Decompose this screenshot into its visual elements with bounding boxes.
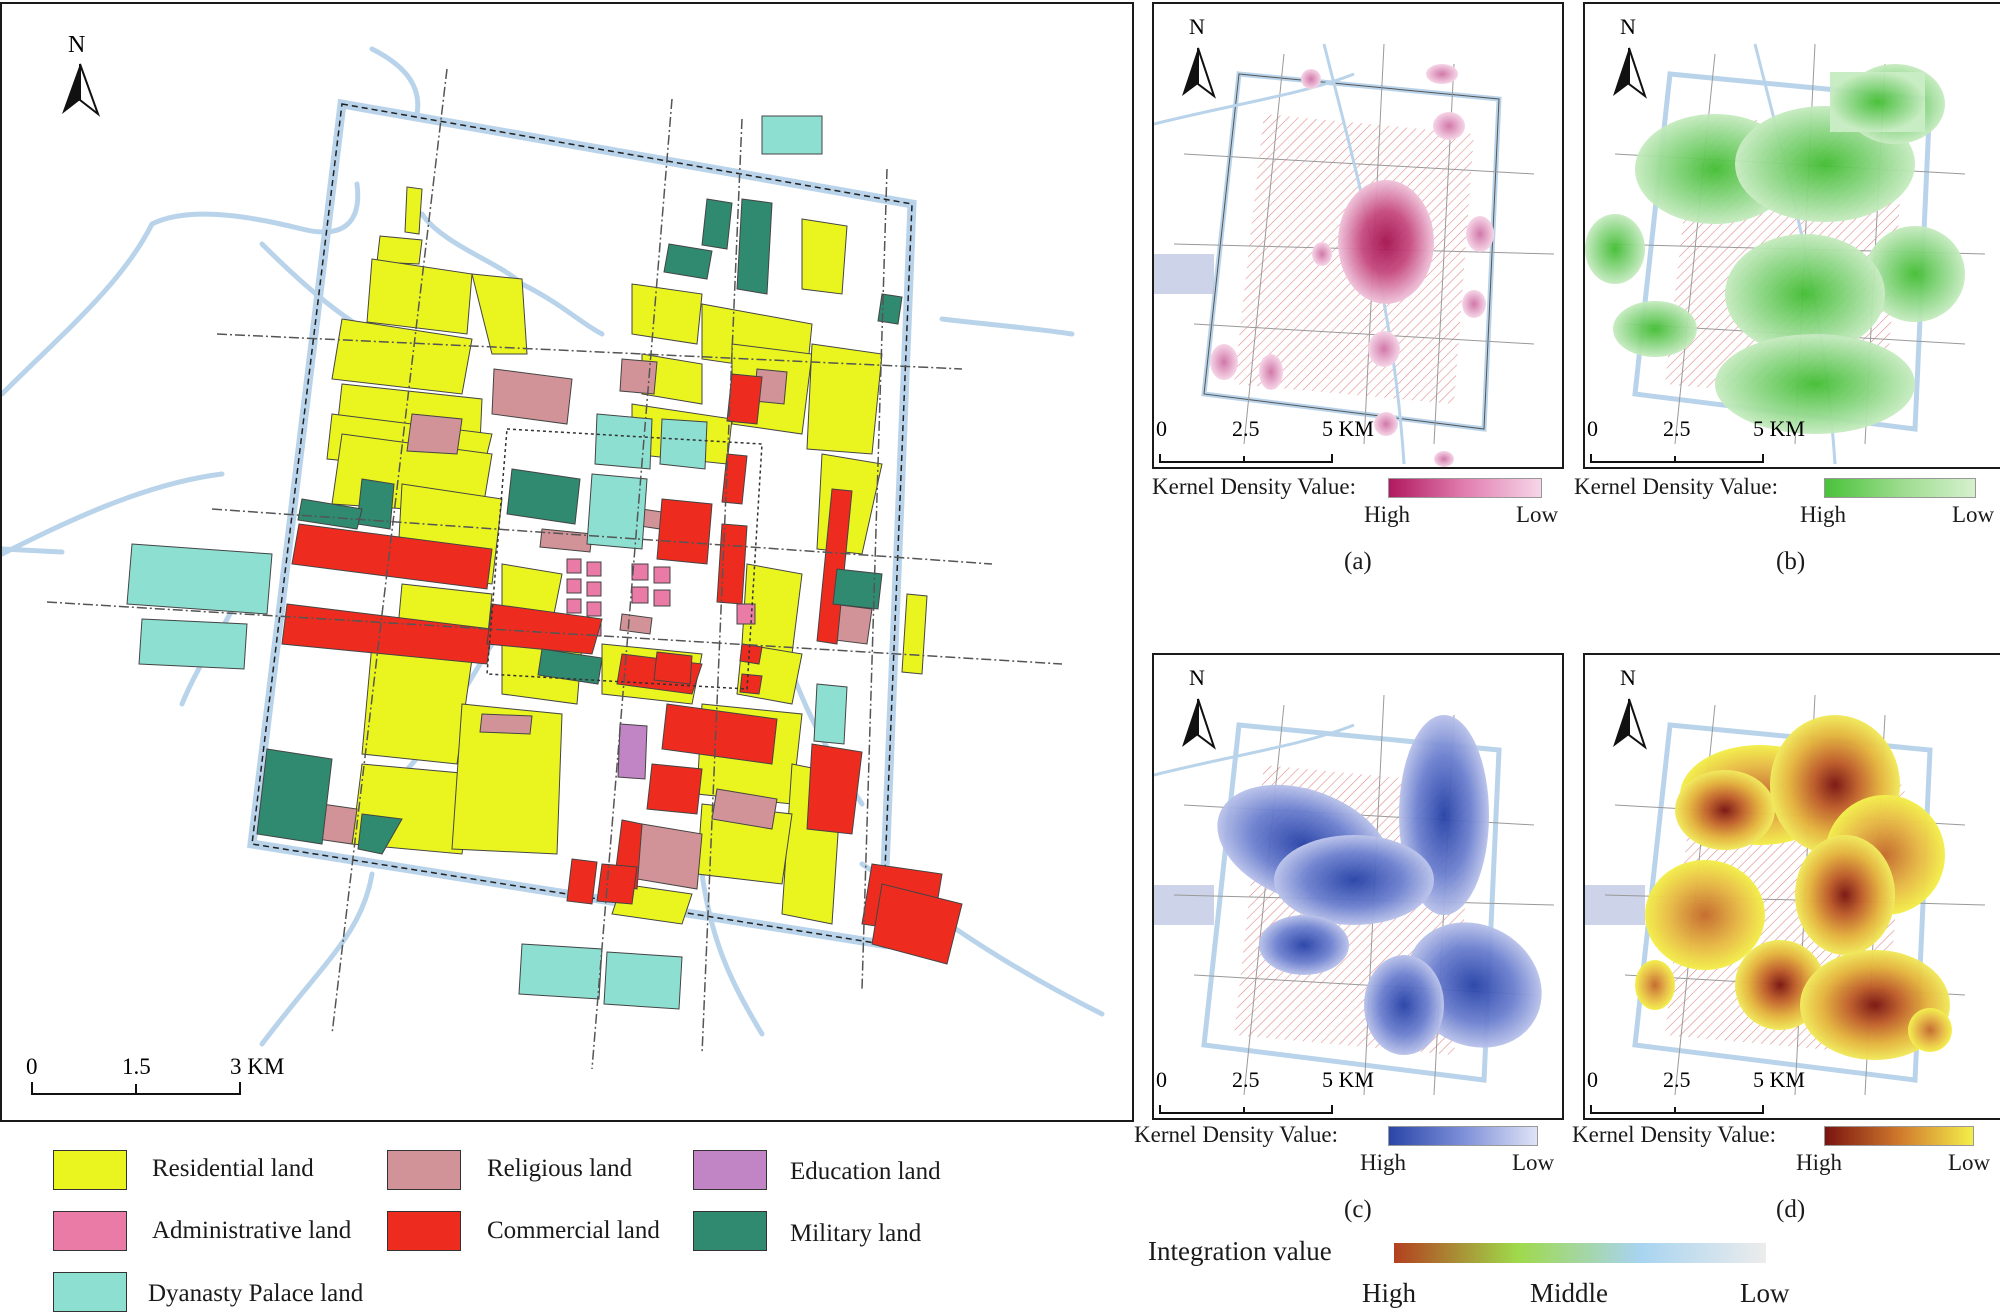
legend-swatch-military — [693, 1211, 767, 1251]
scale-tick-1: 1.5 — [122, 1054, 151, 1079]
panel-b-scale-2: 5 KM — [1753, 416, 1805, 441]
panel-d-low: Low — [1948, 1150, 1991, 1175]
panel-b-low: Low — [1952, 502, 1995, 527]
panel-a-scale-1: 2.5 — [1232, 416, 1260, 441]
panel-d-scale-1: 2.5 — [1663, 1067, 1691, 1092]
legend-swatch-palace — [53, 1272, 127, 1312]
legend-label-palace: Dyanasty Palace land — [148, 1280, 364, 1307]
panel-a-kd-title: Kernel Density Value: — [1152, 474, 1356, 499]
panel-b-kd-title: Kernel Density Value: — [1574, 474, 1778, 499]
streets — [46, 68, 1063, 1070]
north-label: N — [68, 32, 85, 58]
legend-swatch-education — [693, 1150, 767, 1190]
panel-c-color-ramp — [1388, 1126, 1538, 1146]
integration-high: High — [1362, 1278, 1416, 1308]
panel-a-color-ramp — [1388, 478, 1542, 498]
panel-c-scale-1: 2.5 — [1232, 1067, 1260, 1092]
panel-d-north: N — [1620, 665, 1636, 690]
integration-title: Integration value — [1148, 1236, 1332, 1266]
scale-tick-2: 3 KM — [230, 1054, 284, 1079]
panel-b-scale-1: 2.5 — [1663, 416, 1691, 441]
main-map-frame: N 0 1.5 3 KM — [0, 2, 1134, 1122]
panel-c-caption: (c) — [1344, 1196, 1372, 1223]
panel-c-low: Low — [1512, 1150, 1555, 1175]
panel-b-scale-0: 0 — [1587, 416, 1598, 441]
panel-d-caption: (d) — [1776, 1196, 1806, 1223]
panel-a-scale-0: 0 — [1156, 416, 1167, 441]
panel-b-map: N 0 2.5 5 KM — [1583, 2, 2000, 469]
legend-label-administrative: Administrative land — [152, 1217, 352, 1244]
main-map: N 0 1.5 3 KM — [2, 32, 1105, 1095]
legend-label-residential: Residential land — [152, 1155, 314, 1182]
integration-low: Low — [1740, 1278, 1790, 1308]
panel-a-scale-2: 5 KM — [1322, 416, 1374, 441]
panel-c-kd-title: Kernel Density Value: — [1134, 1122, 1338, 1147]
legend-label-military: Military land — [790, 1220, 922, 1247]
panel-d-scale-2: 5 KM — [1753, 1067, 1805, 1092]
panel-a-north: N — [1189, 14, 1205, 39]
scale-bar: 0 1.5 3 KM — [26, 1054, 284, 1095]
panel-b-caption: (b) — [1776, 548, 1806, 575]
legend-label-education: Education land — [790, 1158, 941, 1185]
panel-b-high: High — [1800, 502, 1846, 527]
panel-a-high: High — [1364, 502, 1410, 527]
legend-label-religious: Religious land — [487, 1155, 633, 1182]
legend-swatch-commercial — [387, 1211, 461, 1251]
panel-d-color-ramp — [1824, 1126, 1974, 1146]
legend-swatch-residential — [53, 1150, 127, 1190]
panel-a-map: N 0 2.5 5 KM — [1152, 2, 1564, 469]
panel-c-scale-0: 0 — [1156, 1067, 1167, 1092]
integration-color-ramp — [1394, 1243, 1766, 1263]
panel-c-map: N 0 2.5 5 KM — [1152, 653, 1564, 1120]
north-arrow: N — [62, 32, 101, 117]
panel-d-kd-title: Kernel Density Value: — [1572, 1122, 1776, 1147]
panel-d-high: High — [1796, 1150, 1842, 1175]
panel-c-high: High — [1360, 1150, 1406, 1175]
panel-c-scale-2: 5 KM — [1322, 1067, 1374, 1092]
legend-swatch-administrative — [53, 1211, 127, 1251]
land-parcels — [126, 115, 963, 1010]
panel-c-north: N — [1189, 665, 1205, 690]
panel-a-low: Low — [1516, 502, 1559, 527]
legend-label-commercial: Commercial land — [487, 1217, 660, 1244]
panel-d-map: N 0 2.5 5 KM — [1583, 653, 2000, 1120]
panel-d-scale-0: 0 — [1587, 1067, 1598, 1092]
integration-middle: Middle — [1530, 1278, 1608, 1308]
scale-tick-0: 0 — [26, 1054, 38, 1079]
panel-b-north: N — [1620, 14, 1636, 39]
panel-b-color-ramp — [1824, 478, 1976, 498]
panel-a-caption: (a) — [1344, 548, 1372, 575]
legend-swatch-religious — [387, 1150, 461, 1190]
